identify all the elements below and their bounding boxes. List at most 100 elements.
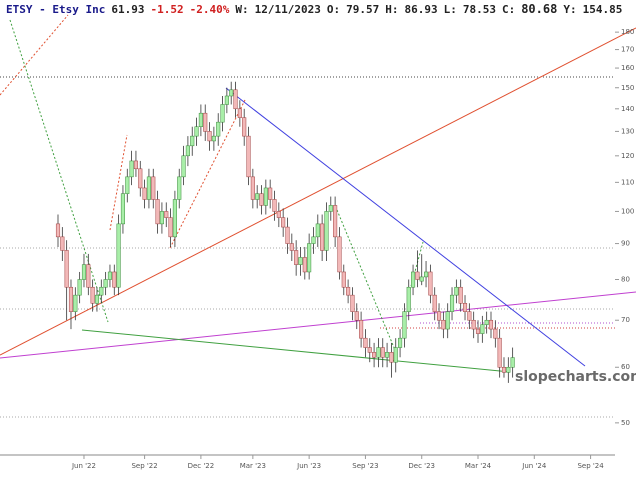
candle-body: [436, 311, 442, 321]
candle-body: [60, 236, 65, 251]
candle-body: [363, 337, 368, 348]
candle-body: [237, 108, 242, 118]
candle-body: [389, 352, 394, 363]
x-tick-label: Sep '22: [131, 462, 157, 470]
annotations: [0, 14, 636, 456]
y-tick-label: 130: [621, 127, 634, 135]
y-tick-label: 170: [621, 46, 634, 54]
y-tick-label: 80: [621, 275, 630, 283]
trend-line: [0, 27, 636, 356]
trend-line: [81, 329, 511, 373]
y-tick-label: 90: [621, 240, 630, 248]
candle-body: [475, 328, 481, 334]
candle-body: [276, 211, 281, 218]
candle-body: [81, 264, 87, 280]
trend-line: [109, 134, 128, 231]
candle-body: [467, 311, 472, 321]
week: 12/11/2023: [254, 3, 321, 16]
candle-body: [55, 223, 61, 238]
x-tick-label: Mar '23: [240, 462, 266, 470]
candle-body: [346, 286, 351, 296]
candle-body: [146, 176, 151, 200]
change: -1.52: [150, 3, 184, 16]
candle-body: [159, 211, 164, 225]
candle-body: [103, 279, 108, 288]
candle-body: [307, 243, 312, 273]
candle-body: [259, 193, 264, 206]
candle-body: [263, 187, 268, 206]
candle-body: [172, 199, 177, 238]
candle-body: [285, 226, 290, 244]
candle-body: [337, 236, 342, 273]
candle-body: [90, 286, 95, 304]
symbol: ETSY - Etsy Inc: [6, 3, 106, 16]
trend-line: [9, 19, 109, 323]
x-tick-label: Jun '22: [71, 462, 96, 470]
candle-body: [112, 271, 117, 288]
candle-body: [177, 176, 182, 200]
candle-body: [376, 347, 381, 358]
candle-body: [164, 211, 169, 218]
label: Y:: [563, 3, 577, 16]
candle-body: [99, 286, 104, 296]
candle-body: [246, 135, 251, 178]
trend-line: [0, 14, 69, 96]
candle-body: [350, 294, 355, 312]
candle-body: [311, 236, 316, 244]
candle-body: [402, 311, 407, 339]
x-tick-label: Dec '23: [408, 462, 435, 470]
candle-body: [380, 347, 385, 358]
candle-body: [510, 357, 515, 368]
candle-body: [359, 319, 364, 339]
y-value: 154.85: [582, 3, 623, 16]
y-tick-label: 100: [621, 207, 634, 215]
candle-body: [428, 271, 433, 296]
candle-body: [107, 271, 113, 280]
candle-body: [432, 294, 437, 312]
low: 78.53: [462, 3, 496, 16]
label: C:: [501, 3, 516, 16]
trend-line: [0, 291, 636, 359]
y-tick-label: 50: [621, 419, 630, 427]
y-tick-label: 140: [621, 105, 634, 113]
candle-body: [488, 319, 494, 330]
candle-body: [294, 250, 299, 265]
y-tick-label: 60: [621, 363, 630, 371]
candle-body: [233, 89, 238, 110]
candle-body: [497, 337, 502, 368]
candle-body: [462, 303, 468, 312]
candle-body: [424, 271, 429, 278]
candle-body: [411, 271, 416, 288]
y-tick-label: 70: [621, 316, 630, 324]
candle-body: [484, 319, 489, 325]
candle-body: [120, 193, 126, 225]
candle-body: [77, 279, 82, 296]
candle-body: [315, 223, 320, 238]
trend-line: [336, 209, 396, 351]
candle-body: [94, 294, 100, 304]
candle-body: [320, 223, 325, 251]
y-tick-label: 160: [621, 64, 634, 72]
candle-body: [393, 347, 398, 363]
y-tick-label: 110: [621, 178, 634, 186]
candle-body: [333, 205, 338, 238]
candle-body: [480, 324, 485, 334]
candle-body: [129, 160, 134, 178]
last: 61.93: [111, 3, 145, 16]
candle-body: [168, 217, 173, 238]
candle-body: [302, 257, 307, 273]
candle-body: [198, 112, 203, 127]
candle-body: [73, 294, 78, 312]
candle-body: [398, 337, 403, 348]
y-tick-label: 180: [621, 28, 634, 36]
label: H:: [385, 3, 399, 16]
candle-body: [445, 311, 450, 330]
close: 80.68: [521, 2, 558, 16]
candle-body: [289, 243, 294, 251]
candle-body: [181, 155, 186, 178]
candle-body: [216, 121, 221, 137]
candle-body: [116, 223, 121, 288]
trend-line: [225, 87, 586, 367]
